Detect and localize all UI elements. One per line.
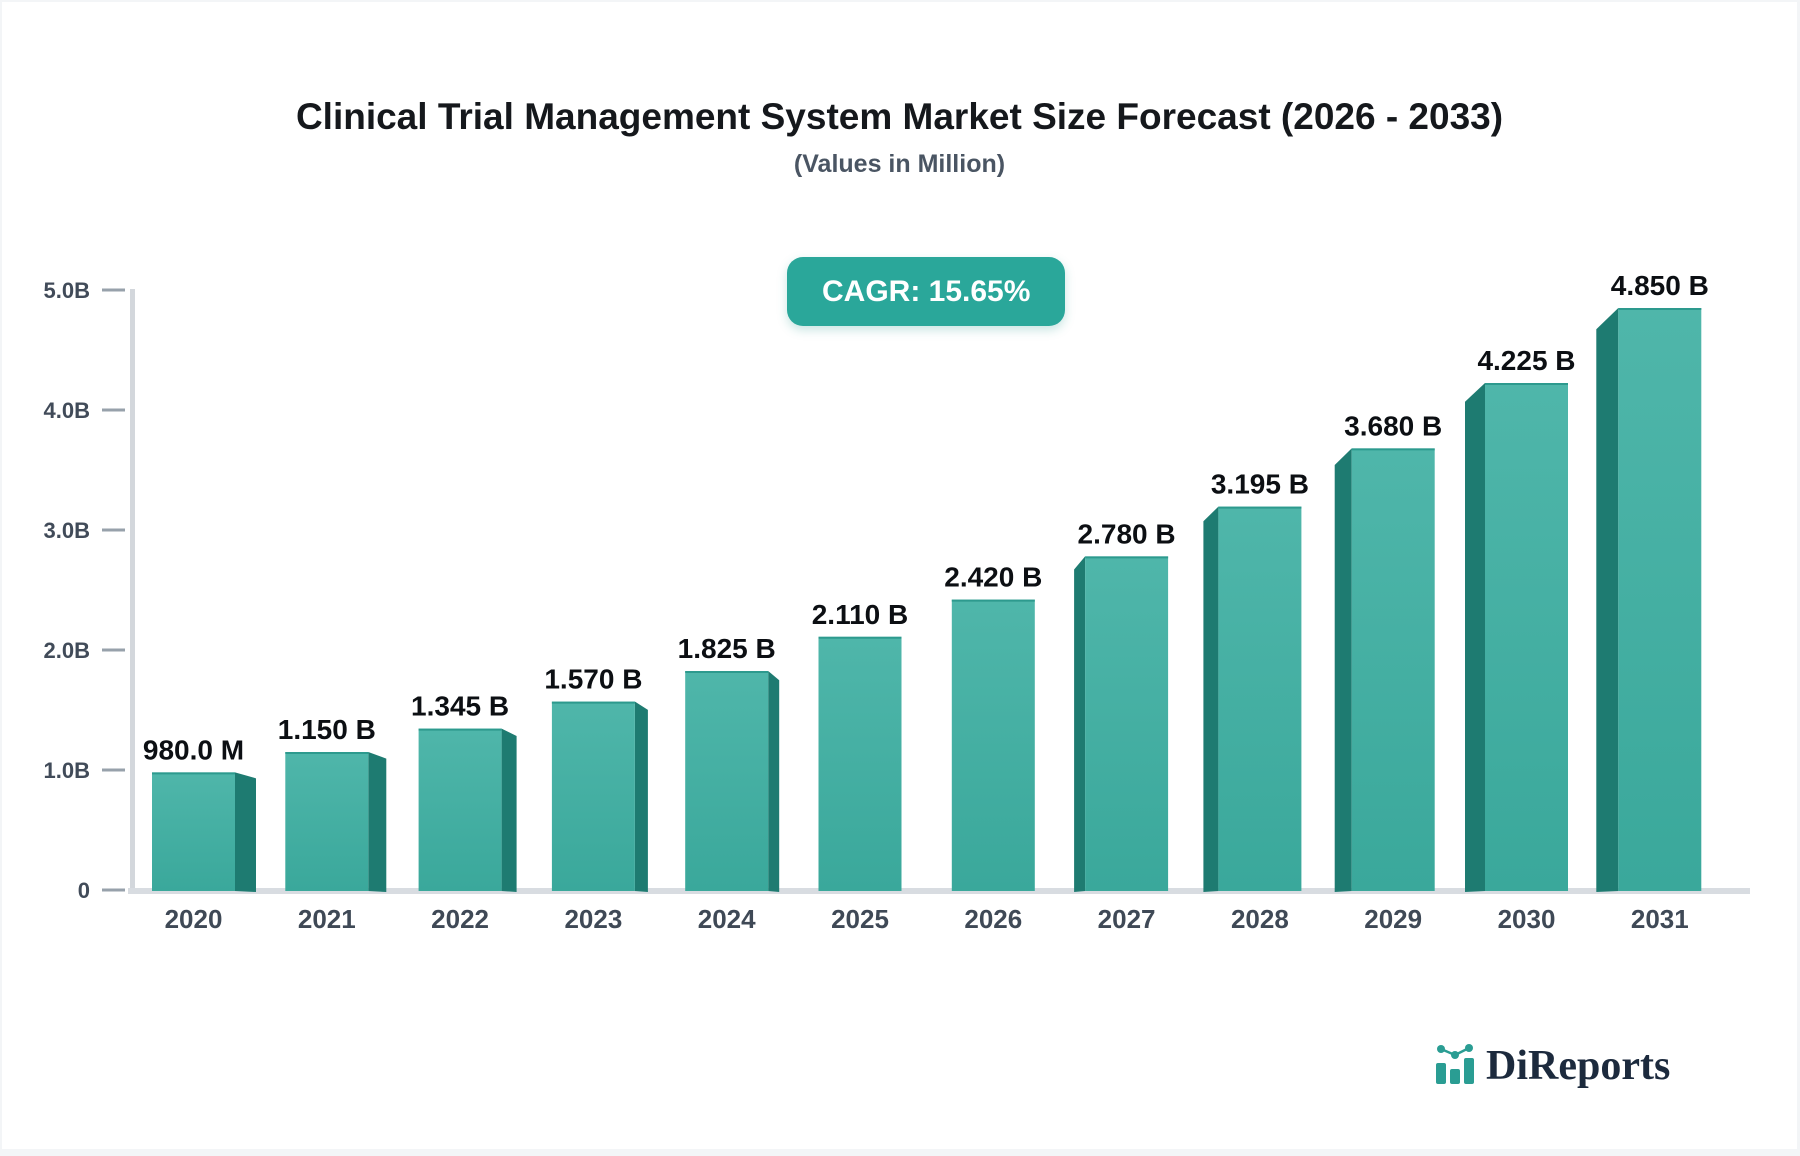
bar-front — [818, 636, 902, 891]
mini-bar-chart-icon — [1436, 1044, 1474, 1084]
bar-front — [1085, 556, 1169, 891]
bar-value-label: 2.780 B — [1078, 518, 1176, 549]
bar-value-label: 2.110 B — [812, 599, 909, 630]
bar-side — [634, 701, 648, 892]
bar-value-label: 1.150 B — [278, 714, 376, 745]
y-axis-tick-label: 0 — [78, 878, 90, 903]
y-axis-tick — [102, 408, 125, 412]
bar-value-label: 3.680 B — [1344, 410, 1442, 441]
bar-side — [368, 752, 387, 892]
y-axis-tick-label: 1.0B — [44, 758, 90, 783]
bar-value-label: 1.825 B — [678, 633, 776, 664]
y-axis-tick — [102, 648, 125, 652]
x-axis-label: 2021 — [298, 904, 356, 934]
bar-value-label: 4.850 B — [1611, 270, 1709, 301]
x-axis-label: 2026 — [964, 904, 1022, 934]
bar-side — [1596, 308, 1619, 892]
bar-value-label: 980.0 M — [143, 734, 244, 765]
bar-front — [285, 752, 369, 891]
bar-value-label: 1.345 B — [411, 691, 509, 722]
bar-front — [1351, 448, 1435, 891]
bar-front — [1485, 383, 1568, 891]
bar-side — [501, 728, 517, 892]
bar-value-label: 1.570 B — [544, 664, 642, 695]
bar-front — [951, 599, 1035, 891]
brand-logo: DiReports — [1434, 1038, 1670, 1090]
bar-side — [1203, 506, 1219, 892]
x-axis-label: 2031 — [1631, 904, 1689, 934]
chart-title: Clinical Trial Management System Market … — [295, 96, 1504, 137]
y-axis-tick — [102, 768, 125, 772]
x-axis-label: 2030 — [1498, 904, 1556, 934]
bar-side — [1074, 556, 1086, 892]
bar-front — [551, 701, 635, 891]
bar-side — [235, 772, 256, 892]
bar-front — [152, 772, 235, 891]
x-axis-label: 2028 — [1231, 904, 1289, 934]
y-axis-tick-label: 2.0B — [44, 638, 90, 663]
bar-value-label: 3.195 B — [1211, 469, 1309, 500]
bar-side — [1465, 383, 1485, 892]
y-axis-tick-label: 4.0B — [44, 398, 90, 423]
x-axis-label: 2025 — [831, 904, 889, 934]
bar-side — [1334, 448, 1352, 892]
x-axis-label: 2020 — [165, 904, 223, 934]
y-axis-tick — [102, 288, 125, 292]
y-axis-tick — [102, 888, 125, 892]
y-axis-line — [130, 289, 135, 894]
y-axis-tick-label: 5.0B — [44, 278, 90, 303]
bar-side — [768, 671, 780, 892]
brand-logo-text: DiReports — [1486, 1043, 1671, 1089]
bar-front — [1218, 506, 1302, 891]
x-axis-label: 2027 — [1098, 904, 1156, 934]
y-axis-tick-label: 3.0B — [44, 518, 90, 543]
bar-front — [418, 728, 502, 891]
x-axis-label: 2023 — [564, 904, 622, 934]
x-axis-label: 2024 — [698, 904, 756, 934]
x-axis-label: 2022 — [431, 904, 489, 934]
bar-value-label: 2.420 B — [944, 562, 1042, 593]
cagr-badge: CAGR: 15.65% — [787, 257, 1066, 326]
bar-front — [685, 671, 769, 891]
x-axis-label: 2029 — [1364, 904, 1422, 934]
x-axis-baseline — [128, 888, 1750, 894]
bar-front — [1618, 308, 1702, 891]
chart-subtitle: (Values in Million) — [793, 150, 1006, 178]
bar-value-label: 4.225 B — [1477, 345, 1575, 376]
y-axis-tick — [102, 528, 125, 532]
